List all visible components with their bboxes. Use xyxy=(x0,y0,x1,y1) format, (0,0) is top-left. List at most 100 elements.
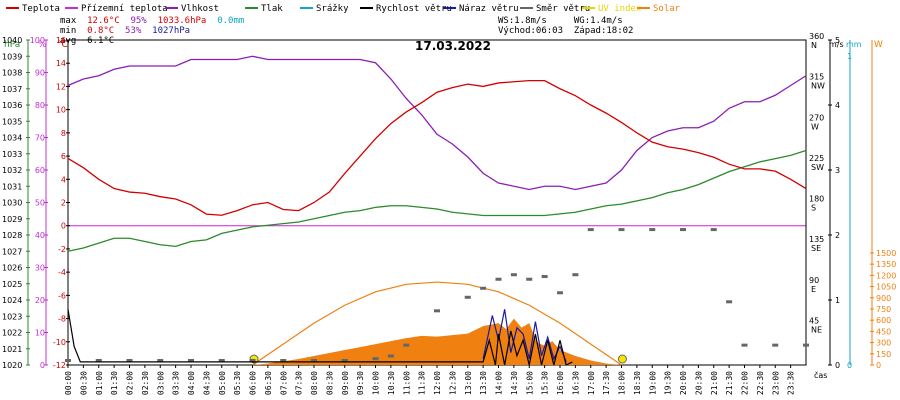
x-tick-42: 21:00 xyxy=(710,371,719,395)
x-tick-40: 20:00 xyxy=(679,371,688,395)
sunrise-sunset: Východ:06:03 Západ:18:02 xyxy=(498,26,634,36)
stats-max-label: max xyxy=(60,16,77,26)
x-tick-11: 05:30 xyxy=(233,371,242,395)
wind-dir-point-11 xyxy=(387,354,394,358)
chart-date: 17.03.2022 xyxy=(415,39,491,53)
x-tick-27: 13:30 xyxy=(479,371,488,395)
w-tick-7: 450 xyxy=(876,327,891,336)
ms-tick-4: 1 xyxy=(835,296,840,305)
x-tick-6: 03:00 xyxy=(156,371,165,395)
legend-item-7: Směr větru xyxy=(520,3,590,15)
x-tick-25: 12:30 xyxy=(448,371,457,395)
wind-dir-point-13 xyxy=(434,309,440,313)
wind-dir-point-6 xyxy=(249,358,256,362)
hum-tick-10: 0 xyxy=(40,361,45,370)
x-tick-12: 06:00 xyxy=(249,371,258,395)
press-tick-4: 1036 xyxy=(2,101,22,110)
press-tick-5: 1035 xyxy=(2,117,22,126)
solar-area xyxy=(252,318,622,365)
stats-min-hum: 53% xyxy=(125,26,142,36)
ms-axis-title: m/s xyxy=(829,40,844,49)
temp-tick-10: -4 xyxy=(58,268,66,277)
temp-tick-9: -2 xyxy=(58,245,66,254)
wind-dir-point-17 xyxy=(510,273,517,277)
x-tick-20: 10:00 xyxy=(372,371,381,395)
wind-dir-point-16 xyxy=(495,277,502,281)
dir-tick-7: 45 xyxy=(809,316,819,325)
dir-tick-5: 135 xyxy=(809,235,824,244)
x-tick-21: 10:30 xyxy=(387,371,396,395)
press-tick-3: 1037 xyxy=(2,85,22,94)
stats-avg-temp: 6.1°C xyxy=(87,36,115,46)
x-tick-38: 19:00 xyxy=(648,371,657,395)
press-tick-18: 1022 xyxy=(2,329,22,338)
wind-dir-point-12 xyxy=(403,343,410,347)
legend-swatch-5 xyxy=(360,6,373,9)
legend-label-7: Směr větru xyxy=(536,4,591,14)
ms-tick-5: 0 xyxy=(835,361,840,370)
x-tick-33: 16:30 xyxy=(571,371,580,395)
wind-dir-point-19 xyxy=(541,275,548,279)
temp-tick-1: 14 xyxy=(56,59,66,68)
ms-tick-1: 4 xyxy=(835,101,840,110)
wind-dir-point-8 xyxy=(311,358,317,362)
press-tick-6: 1034 xyxy=(2,134,22,143)
wind-dir-point-0 xyxy=(65,358,71,362)
press-tick-9: 1031 xyxy=(2,182,22,191)
dir-tick-6: 90 xyxy=(809,276,819,285)
press-tick-17: 1023 xyxy=(2,312,22,321)
hum-tick-6: 40 xyxy=(35,231,45,240)
solar-theoretical-line xyxy=(252,281,622,366)
hum-tick-5: 50 xyxy=(35,199,45,208)
hum-tick-4: 60 xyxy=(35,166,45,175)
x-tick-44: 22:00 xyxy=(741,371,750,395)
temp-tick-13: -10 xyxy=(53,338,66,347)
wind-dir-point-26 xyxy=(710,228,717,232)
dir-tick-3: 225 xyxy=(809,154,824,163)
sunset-marker xyxy=(617,354,627,364)
legend-item-3: Tlak xyxy=(245,3,283,15)
temp-tick-14: -12 xyxy=(53,361,66,370)
stats-min-row: min 0.8°C 53% 1027hPa xyxy=(60,26,244,36)
w-tick-2: 1200 xyxy=(876,271,896,280)
legend-label-0: Teplota xyxy=(22,4,60,14)
hum-tick-1: 90 xyxy=(35,69,45,78)
stats-min-press: 1027hPa xyxy=(152,26,191,36)
ms-tick-3: 2 xyxy=(835,231,840,240)
x-tick-37: 18:30 xyxy=(633,371,642,395)
x-tick-32: 16:00 xyxy=(556,371,565,395)
pressure-line xyxy=(67,149,807,252)
x-tick-13: 06:30 xyxy=(264,371,273,395)
wind-dir-point-24 xyxy=(649,228,656,232)
wind-gust-line xyxy=(482,309,567,363)
dir-tick-label-3: SW xyxy=(811,163,824,172)
x-tick-46: 23:00 xyxy=(771,371,780,395)
wind-dir-point-23 xyxy=(618,228,625,232)
wind-sun-info: WS:1.8m/s WG:1.4m/s Východ:06:03 Západ:18… xyxy=(498,16,633,36)
legend-label-1: Přízemní teplota xyxy=(81,4,168,14)
wind-dir-point-10 xyxy=(372,357,379,361)
stats-max-row: max 12.6°C 95% 1033.6hPa 0.0mm xyxy=(60,16,244,26)
stats-max-temp: 12.6°C xyxy=(87,16,120,26)
x-tick-24: 12:00 xyxy=(433,371,442,395)
hum-tick-0: 100 xyxy=(30,36,45,45)
wind-dir-point-15 xyxy=(480,286,487,290)
x-tick-0: 00:00 xyxy=(64,371,73,395)
dir-tick-label-4: S xyxy=(811,204,816,213)
temp-tick-5: 6 xyxy=(61,152,66,161)
wind-dir-point-29 xyxy=(772,343,779,347)
legend-item-5: Rychlost větru xyxy=(360,3,452,15)
temp-tick-7: 2 xyxy=(61,199,66,208)
mm-tick-0: 1 xyxy=(847,52,852,61)
x-axis-unit: čas xyxy=(814,370,827,380)
wind-dir-point-30 xyxy=(803,343,809,347)
x-tick-31: 15:30 xyxy=(541,371,550,395)
x-tick-9: 04:30 xyxy=(202,371,211,395)
wind-dir-point-4 xyxy=(188,358,194,362)
dir-tick-label-0: N xyxy=(811,41,817,50)
wind-dir-point-27 xyxy=(726,300,733,304)
x-tick-19: 09:30 xyxy=(356,371,365,395)
temp-tick-0: 16 xyxy=(56,36,66,45)
press-tick-11: 1029 xyxy=(2,215,22,224)
wind-dir-point-21 xyxy=(572,273,579,277)
